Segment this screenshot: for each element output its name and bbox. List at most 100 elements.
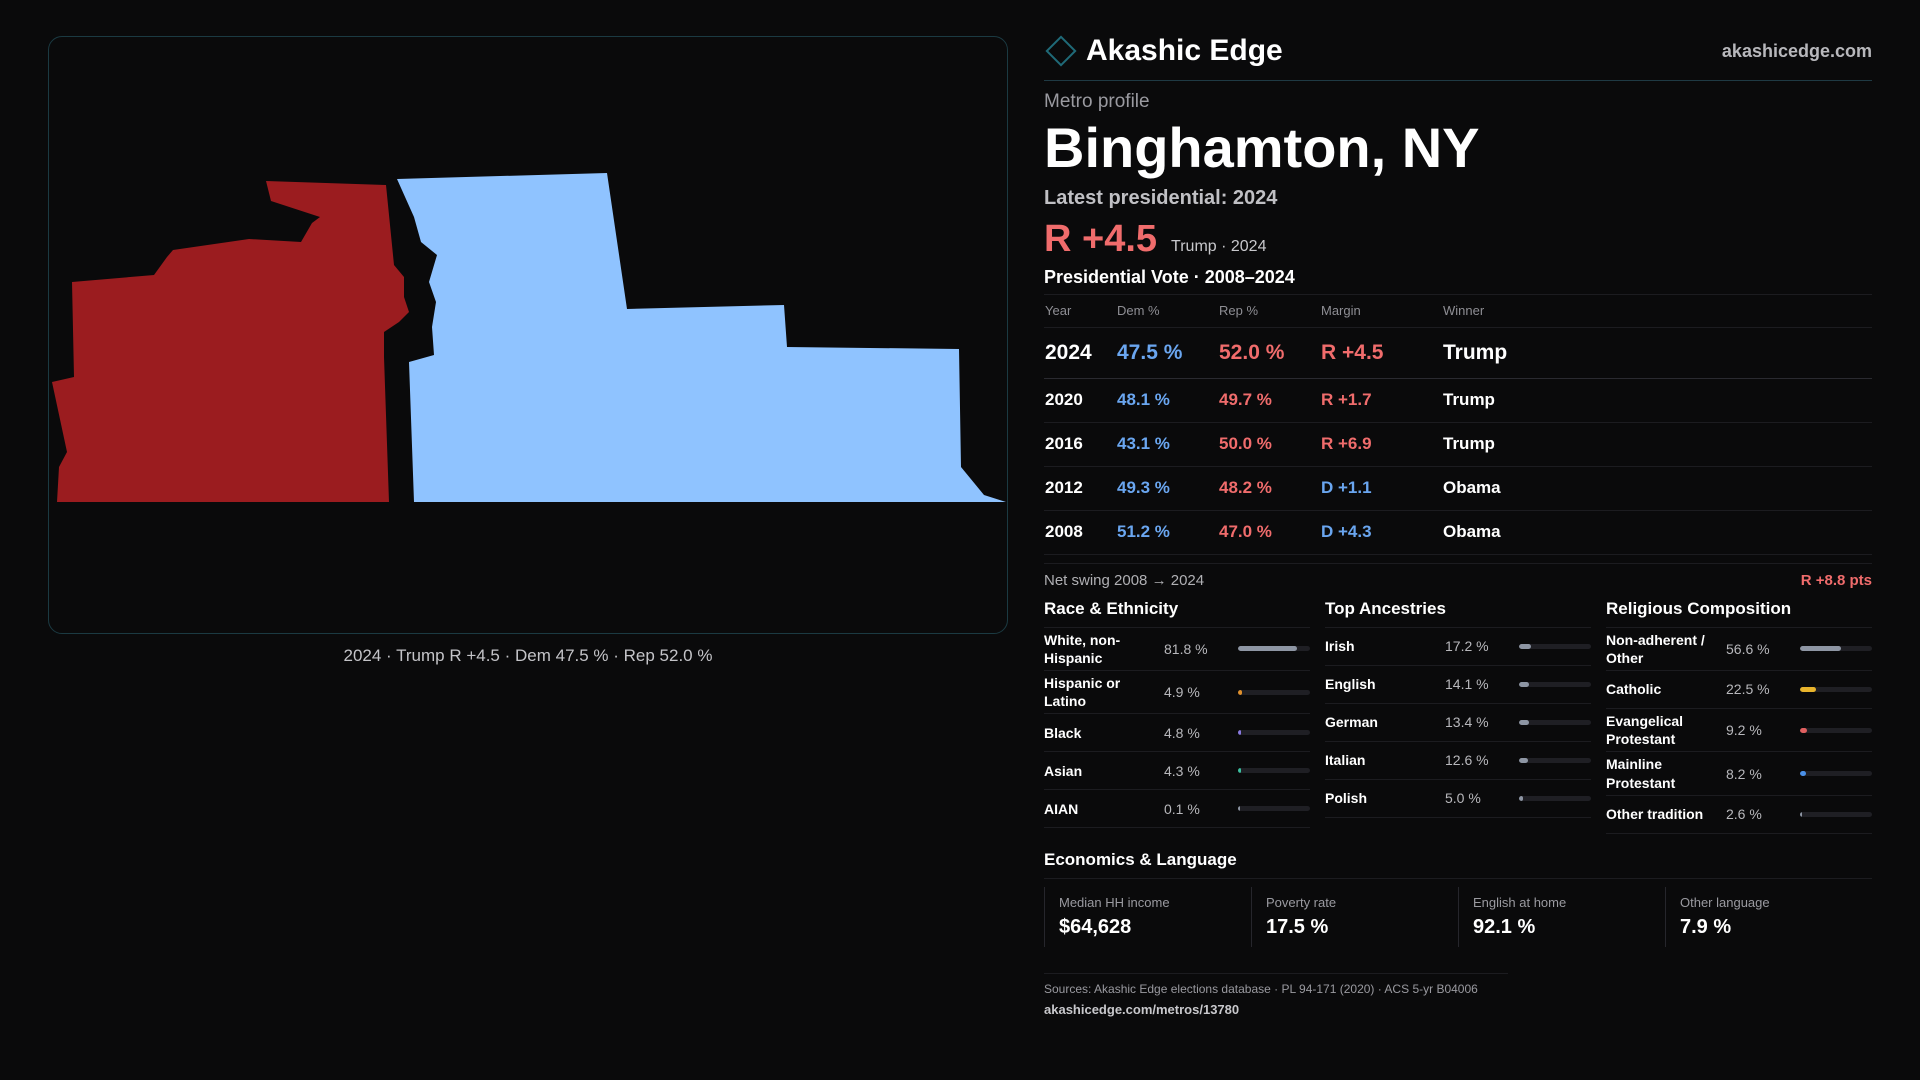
item-label: English	[1325, 676, 1376, 692]
table-row: 2024 47.5 % 52.0 % R +4.5 Trump	[1044, 327, 1872, 379]
item-label: Black	[1044, 724, 1082, 741]
item-bar	[1519, 643, 1591, 649]
cell-year: 2020	[1044, 378, 1116, 423]
item-label: Mainline Protestant	[1606, 756, 1676, 791]
header-margin: Margin	[1320, 294, 1442, 328]
net-swing-value: R +8.8 pts	[1800, 571, 1872, 589]
item-label: Hispanic or Latino	[1044, 674, 1121, 710]
item-pct: 4.3 %	[1164, 762, 1200, 779]
latest-margin: R +4.5	[1044, 217, 1158, 260]
vote-table-title: Presidential Vote · 2008–2024	[1044, 267, 1872, 295]
list-item: English 14.1 %	[1325, 666, 1591, 704]
item-label: Italian	[1325, 752, 1366, 768]
item-label: Other tradition	[1606, 806, 1704, 823]
vote-table-header: Year Dem % Rep % Margin Winner	[1044, 294, 1872, 328]
county-rep[interactable]	[52, 181, 409, 502]
latest-winner: Trump · 2024	[1171, 237, 1267, 255]
county-dem[interactable]	[397, 173, 1006, 502]
item-label: AIAN	[1044, 800, 1079, 817]
item-bar	[1238, 646, 1310, 652]
item-pct: 9.2 %	[1726, 722, 1762, 739]
stat-card: English at home 92.1 %	[1458, 886, 1665, 947]
list-item: AIAN 0.1 %	[1044, 790, 1310, 829]
list-item: Mainline Protestant 8.2 %	[1606, 752, 1872, 796]
religion-title: Religious Composition	[1606, 599, 1872, 628]
list-item: Hispanic or Latino 4.9 %	[1044, 671, 1310, 715]
stat-value: 92.1 %	[1473, 915, 1536, 938]
list-item: Black 4.8 %	[1044, 714, 1310, 753]
item-bar-fill	[1519, 681, 1530, 687]
item-bar-fill	[1519, 795, 1523, 801]
net-swing-label: Net swing 2008 → 2024	[1044, 571, 1205, 589]
item-bar-fill	[1519, 757, 1529, 763]
map-panel[interactable]	[48, 36, 1008, 634]
cell-margin: D +1.1	[1320, 466, 1442, 511]
item-bar-fill	[1800, 727, 1807, 733]
item-bar-fill	[1238, 689, 1242, 695]
sources-link[interactable]: akashicedge.com/metros/13780	[1044, 1001, 1240, 1017]
metro-map[interactable]	[49, 37, 1007, 633]
item-pct: 4.9 %	[1164, 684, 1200, 701]
cell-winner: Obama	[1442, 510, 1872, 555]
item-pct: 56.6 %	[1726, 640, 1770, 657]
cell-year: 2012	[1044, 466, 1116, 511]
page-title: Binghamton, NY	[1044, 116, 1480, 179]
eyebrow: Metro profile	[1044, 91, 1150, 112]
item-bar-fill	[1238, 730, 1242, 736]
net-swing: Net swing 2008 → 2024 R +8.8 pts	[1044, 562, 1872, 589]
item-bar-fill	[1800, 646, 1841, 652]
cell-margin: R +6.9	[1320, 422, 1442, 467]
item-bar	[1800, 811, 1872, 817]
item-bar	[1238, 806, 1310, 812]
item-bar	[1519, 719, 1591, 725]
sources-text: Sources: Akashic Edge elections database…	[1044, 981, 1478, 996]
item-bar	[1519, 681, 1591, 687]
item-bar	[1238, 730, 1310, 736]
stat-label: Median HH income	[1059, 894, 1170, 910]
cell-margin: R +1.7	[1320, 378, 1442, 423]
item-label: Irish	[1325, 638, 1355, 654]
cell-dem: 47.5 %	[1116, 327, 1218, 379]
cell-rep: 50.0 %	[1218, 422, 1320, 467]
cell-winner: Trump	[1442, 378, 1872, 423]
economics-title: Economics & Language	[1044, 850, 1872, 879]
stat-label: Other language	[1680, 894, 1770, 910]
item-pct: 12.6 %	[1445, 752, 1489, 769]
cell-winner: Obama	[1442, 466, 1872, 511]
ancestry-title: Top Ancestries	[1325, 599, 1591, 628]
stat-card: Other language 7.9 %	[1665, 886, 1872, 947]
item-bar	[1519, 757, 1591, 763]
item-bar-fill	[1800, 771, 1806, 777]
list-item: German 13.4 %	[1325, 704, 1591, 742]
item-bar	[1238, 768, 1310, 774]
item-label: White, non-Hispanic	[1044, 631, 1121, 666]
list-item: Other tradition 2.6 %	[1606, 796, 1872, 834]
item-bar	[1800, 727, 1872, 733]
cell-winner: Trump	[1442, 327, 1872, 379]
item-pct: 81.8 %	[1164, 640, 1208, 657]
item-pct: 4.8 %	[1164, 724, 1200, 741]
ancestry-section: Top Ancestries Irish 17.2 % English 14.1 %…	[1325, 599, 1591, 834]
item-label: Non-adherent / Other	[1606, 631, 1705, 666]
item-bar-fill	[1238, 768, 1242, 774]
table-row: 2020 48.1 % 49.7 % R +1.7 Trump	[1044, 378, 1872, 423]
brand-site-link[interactable]: akashicedge.com	[1721, 40, 1872, 61]
table-row: 2008 51.2 % 47.0 % D +4.3 Obama	[1044, 510, 1872, 555]
item-pct: 8.2 %	[1726, 765, 1762, 782]
cell-year: 2008	[1044, 510, 1116, 555]
item-bar-fill	[1238, 646, 1297, 652]
item-pct: 5.0 %	[1445, 790, 1481, 807]
item-bar-fill	[1519, 719, 1529, 725]
demographics: Race & Ethnicity White, non-Hispanic 81.8…	[1044, 599, 1872, 834]
item-label: Catholic	[1606, 681, 1662, 698]
table-row: 2016 43.1 % 50.0 % R +6.9 Trump	[1044, 422, 1872, 467]
stat-card: Median HH income $64,628	[1044, 886, 1251, 947]
cell-dem: 43.1 %	[1116, 422, 1218, 467]
table-row: 2012 49.3 % 48.2 % D +1.1 Obama	[1044, 466, 1872, 511]
list-item: Irish 17.2 %	[1325, 628, 1591, 666]
item-pct: 2.6 %	[1726, 806, 1762, 823]
stat-value: $64,628	[1059, 915, 1132, 938]
cell-rep: 48.2 %	[1218, 466, 1320, 511]
brand-name: Akashic Edge	[1086, 34, 1283, 67]
cell-dem: 49.3 %	[1116, 466, 1218, 511]
